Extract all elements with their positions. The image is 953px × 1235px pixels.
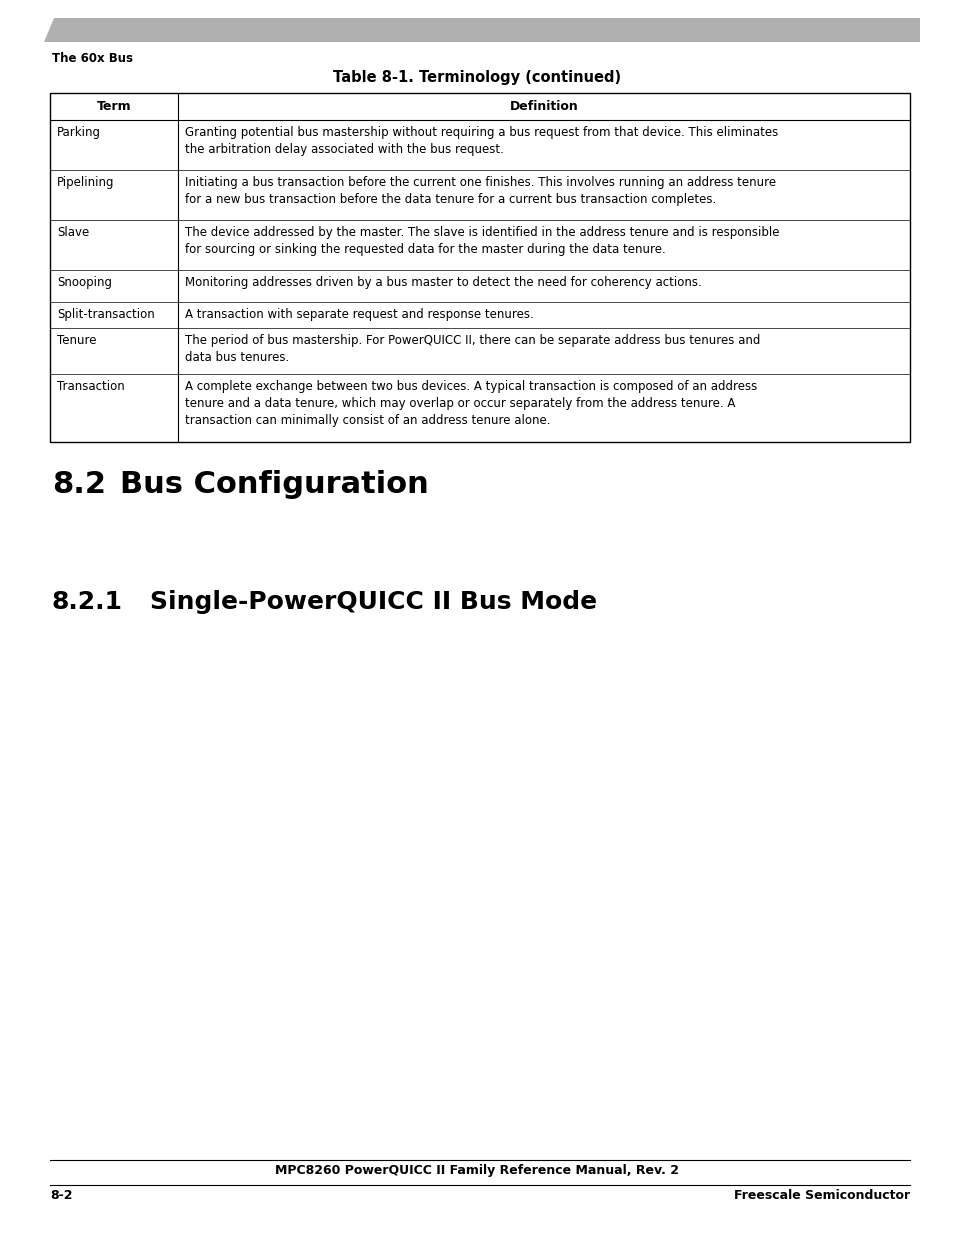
Text: Tenure: Tenure xyxy=(57,333,96,347)
Text: Term: Term xyxy=(96,100,132,112)
Text: A complete exchange between two bus devices. A typical transaction is composed o: A complete exchange between two bus devi… xyxy=(185,380,757,427)
Text: Definition: Definition xyxy=(509,100,578,112)
Text: Snooping: Snooping xyxy=(57,275,112,289)
Text: Table 8-1. Terminology (continued): Table 8-1. Terminology (continued) xyxy=(333,70,620,85)
Text: The device addressed by the master. The slave is identified in the address tenur: The device addressed by the master. The … xyxy=(185,226,779,256)
Text: Transaction: Transaction xyxy=(57,380,125,393)
Text: 8.2: 8.2 xyxy=(52,471,106,499)
Text: The 60x Bus: The 60x Bus xyxy=(52,52,132,65)
Bar xyxy=(50,93,909,442)
Text: 8.2.1: 8.2.1 xyxy=(52,590,123,614)
Text: Split-transaction: Split-transaction xyxy=(57,308,154,321)
Text: 8-2: 8-2 xyxy=(50,1189,72,1202)
Text: Single-PowerQUICC II Bus Mode: Single-PowerQUICC II Bus Mode xyxy=(150,590,597,614)
Text: Monitoring addresses driven by a bus master to detect the need for coherency act: Monitoring addresses driven by a bus mas… xyxy=(185,275,701,289)
Text: The period of bus mastership. For PowerQUICC II, there can be separate address b: The period of bus mastership. For PowerQ… xyxy=(185,333,760,364)
Text: Granting potential bus mastership without requiring a bus request from that devi: Granting potential bus mastership withou… xyxy=(185,126,778,156)
Text: MPC8260 PowerQUICC II Family Reference Manual, Rev. 2: MPC8260 PowerQUICC II Family Reference M… xyxy=(274,1165,679,1177)
Text: Freescale Semiconductor: Freescale Semiconductor xyxy=(733,1189,909,1202)
Text: Pipelining: Pipelining xyxy=(57,177,114,189)
Text: Slave: Slave xyxy=(57,226,90,240)
Polygon shape xyxy=(44,19,919,42)
Text: Bus Configuration: Bus Configuration xyxy=(120,471,428,499)
Text: Parking: Parking xyxy=(57,126,101,140)
Text: Initiating a bus transaction before the current one finishes. This involves runn: Initiating a bus transaction before the … xyxy=(185,177,776,206)
Text: A transaction with separate request and response tenures.: A transaction with separate request and … xyxy=(185,308,533,321)
